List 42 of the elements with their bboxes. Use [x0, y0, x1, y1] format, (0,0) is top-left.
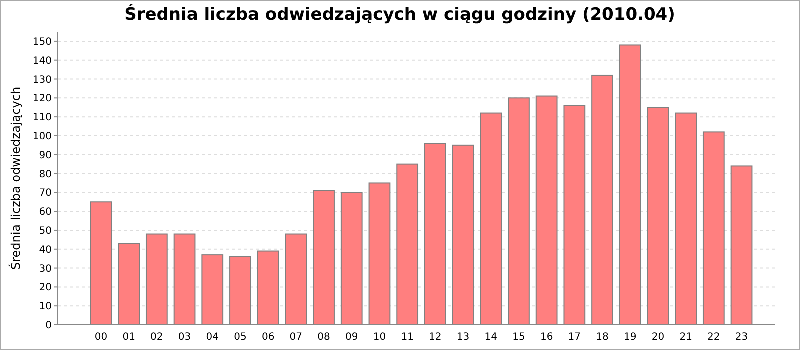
- x-tick-label: 20: [652, 332, 665, 343]
- x-tick-label: 18: [596, 332, 609, 343]
- x-tick-label: 12: [429, 332, 442, 343]
- y-tick-label: 90: [39, 150, 52, 162]
- chart-title: Średnia liczba odwiedzających w ciągu godziny (2010.04): [124, 4, 676, 25]
- y-tick-label: 60: [39, 207, 52, 218]
- y-tick-label: 20: [39, 282, 52, 294]
- x-tick-label: 02: [150, 332, 164, 343]
- x-tick-label: 06: [262, 332, 275, 343]
- y-tick-label: 70: [39, 188, 52, 200]
- y-axis-title: Średnia liczba odwiedzających: [8, 86, 23, 270]
- y-tick-label: 100: [32, 131, 52, 142]
- x-tick-label: 16: [540, 332, 554, 343]
- y-tick-label: 80: [39, 169, 52, 180]
- x-tick-label: 11: [401, 332, 414, 343]
- x-tick-label: 14: [484, 332, 498, 343]
- x-tick-label: 17: [568, 332, 582, 343]
- x-tick-label: 01: [122, 332, 136, 343]
- y-tick-label: 140: [32, 56, 52, 67]
- x-tick-label: 10: [373, 332, 386, 343]
- x-tick-label: 08: [318, 332, 330, 343]
- y-tick-label: 40: [39, 244, 52, 256]
- x-tick-label: 13: [456, 332, 470, 343]
- x-tick-label: 21: [680, 332, 692, 343]
- x-tick-label: 15: [512, 332, 526, 343]
- y-tick-label: 150: [32, 36, 52, 48]
- x-tick-label: 19: [624, 332, 637, 343]
- x-tick-label: 03: [178, 332, 192, 343]
- y-tick-label: 120: [32, 94, 52, 105]
- x-tick-label: 22: [708, 332, 720, 343]
- x-tick-label: 00: [94, 332, 108, 343]
- y-tick-label: 10: [39, 302, 52, 313]
- x-tick-label: 05: [234, 332, 247, 343]
- y-tick-label: 130: [32, 74, 52, 86]
- x-tick-label: 09: [346, 332, 358, 343]
- x-tick-label: 04: [206, 332, 219, 343]
- x-tick-label: 23: [735, 332, 748, 343]
- y-tick-label: 50: [39, 226, 52, 237]
- y-tick-label: 110: [32, 112, 52, 124]
- y-tick-label: 0: [46, 320, 52, 332]
- x-tick-label: 07: [290, 332, 303, 343]
- y-tick-label: 30: [39, 264, 52, 275]
